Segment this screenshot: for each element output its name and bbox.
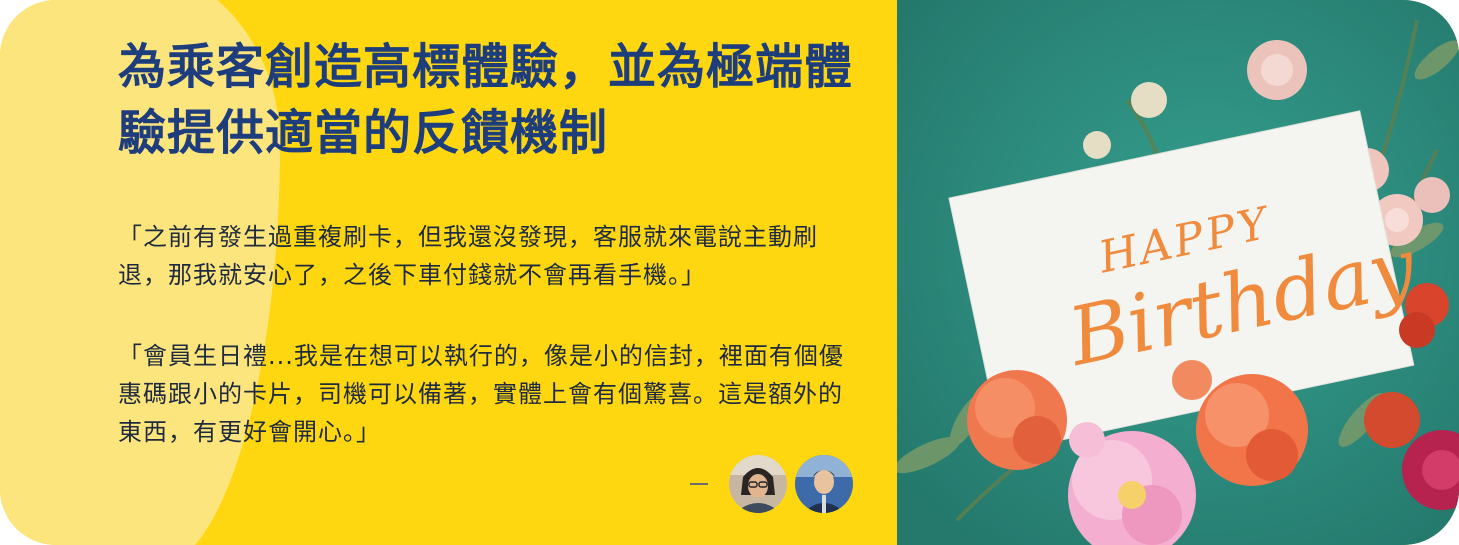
quote-panel: 為乘客創造高標體驗，並為極端體驗提供適當的反饋機制 「之前有發生過重複刷卡，但我… xyxy=(0,0,856,545)
birthday-flowers-image: HAPPY Birthday xyxy=(897,0,1459,545)
quote-1: 「之前有發生過重複刷卡，但我還沒發現，客服就來電說主動刷退，那我就安心了，之後下… xyxy=(118,223,818,289)
decorative-blob xyxy=(0,0,280,545)
headline: 為乘客創造高標體驗，並為極端體驗提供適當的反饋機制 xyxy=(118,39,854,161)
man-in-car-avatar xyxy=(792,452,856,516)
birthday-photo: HAPPY Birthday xyxy=(897,0,1459,545)
attribution-dash xyxy=(690,483,708,485)
quote-2: 「會員生日禮...我是在想可以執行的，像是小的信封，裡面有個優惠碼跟小的卡片，司… xyxy=(118,342,844,446)
person-with-glasses-avatar xyxy=(726,452,790,516)
attribution xyxy=(690,452,856,516)
